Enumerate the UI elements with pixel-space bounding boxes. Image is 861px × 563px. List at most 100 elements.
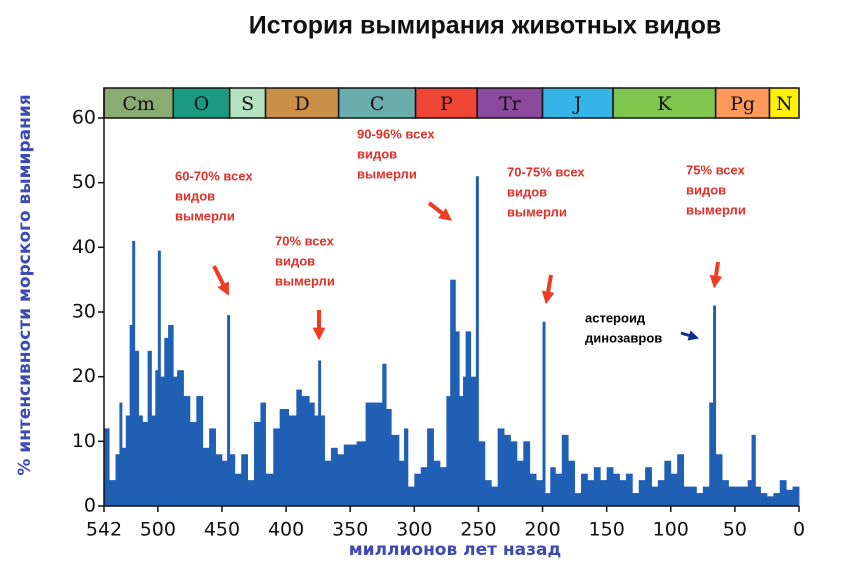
- x-axis-label: миллионов лет назад: [349, 540, 561, 560]
- bar: [138, 415, 143, 506]
- bar: [301, 396, 310, 506]
- y-axis-label: % интенсивности морского вымирания: [15, 94, 35, 475]
- annotation: динозавров: [585, 330, 662, 345]
- period-band: [264, 87, 340, 119]
- bar: [664, 460, 672, 506]
- plot-area: [104, 176, 800, 506]
- bar: [279, 409, 290, 506]
- bar: [568, 460, 575, 506]
- x-tick-label: 400: [268, 519, 304, 541]
- bar: [177, 370, 184, 506]
- bar: [356, 441, 366, 506]
- annotation: вымерли: [507, 204, 567, 219]
- bar: [574, 493, 582, 506]
- bar: [209, 428, 216, 506]
- bar: [134, 350, 140, 506]
- annotation: вымерли: [175, 208, 235, 223]
- period-band: [768, 87, 800, 119]
- annotation: видов: [175, 188, 215, 203]
- bar: [734, 486, 742, 506]
- y-tick-label: 50: [72, 171, 96, 193]
- bar: [690, 486, 697, 506]
- bar: [478, 441, 486, 506]
- period-label: C: [370, 93, 385, 115]
- bar: [337, 454, 345, 506]
- period-label: K: [657, 93, 672, 115]
- bar: [651, 486, 659, 506]
- period-label: P: [440, 93, 453, 115]
- bar: [792, 486, 800, 506]
- bar: [470, 376, 477, 506]
- y-tick-label: 30: [72, 301, 96, 323]
- bar: [386, 409, 392, 506]
- x-tick-label: 350: [332, 519, 368, 541]
- bar: [536, 480, 543, 506]
- bar: [189, 421, 197, 506]
- bar: [755, 486, 761, 506]
- bar: [516, 460, 524, 506]
- x-tick-label: 100: [653, 519, 689, 541]
- bar: [247, 480, 255, 506]
- bar: [619, 480, 627, 506]
- bar: [296, 389, 302, 506]
- bar: [760, 493, 768, 506]
- bar: [414, 473, 422, 506]
- bar: [529, 473, 537, 506]
- bar: [241, 454, 249, 506]
- bar: [404, 428, 409, 506]
- bar: [779, 480, 787, 506]
- bar: [168, 324, 174, 506]
- bar: [115, 454, 120, 506]
- bar: [555, 473, 563, 506]
- bar: [391, 434, 400, 506]
- bar: [227, 315, 231, 506]
- bar: [715, 454, 723, 506]
- bar: [318, 360, 322, 506]
- bar: [427, 428, 434, 506]
- bar: [625, 473, 633, 506]
- bar: [125, 415, 131, 506]
- bar: [450, 279, 456, 506]
- bar: [751, 434, 756, 506]
- bar: [747, 480, 752, 506]
- bar: [164, 337, 169, 506]
- arrows: [212, 201, 723, 341]
- x-tick-label: 250: [460, 519, 496, 541]
- bar: [343, 444, 358, 506]
- bar: [484, 480, 492, 506]
- annotation: 70-75% всех: [507, 164, 585, 179]
- bar: [497, 428, 505, 506]
- bar: [606, 467, 614, 506]
- bar: [324, 460, 332, 506]
- bar: [129, 324, 133, 506]
- bar: [766, 496, 774, 506]
- bar: [420, 467, 428, 506]
- bar: [121, 447, 127, 506]
- bar: [109, 480, 116, 506]
- x-tick-label: 50: [723, 519, 747, 541]
- annotation: астероид: [585, 310, 646, 325]
- bar: [314, 415, 319, 506]
- bar: [702, 486, 710, 506]
- bar: [309, 402, 315, 506]
- bar: [229, 454, 236, 506]
- bar: [157, 250, 161, 506]
- bar: [463, 376, 467, 506]
- bar: [465, 331, 472, 506]
- period-label: N: [776, 93, 793, 115]
- bar: [221, 460, 228, 506]
- bar: [254, 421, 261, 506]
- bar: [215, 454, 223, 506]
- bar: [330, 447, 338, 506]
- bar: [382, 363, 387, 506]
- bar: [491, 486, 499, 506]
- chart-title: История вымирания животных видов: [249, 12, 722, 40]
- bar: [288, 415, 297, 506]
- bar: [119, 402, 123, 506]
- period-band: [476, 87, 544, 119]
- bar: [550, 467, 556, 506]
- annotation: 75% всех: [686, 162, 746, 177]
- annotation: видов: [686, 182, 726, 197]
- annotation: вымерли: [686, 202, 746, 217]
- period-band: [612, 87, 717, 119]
